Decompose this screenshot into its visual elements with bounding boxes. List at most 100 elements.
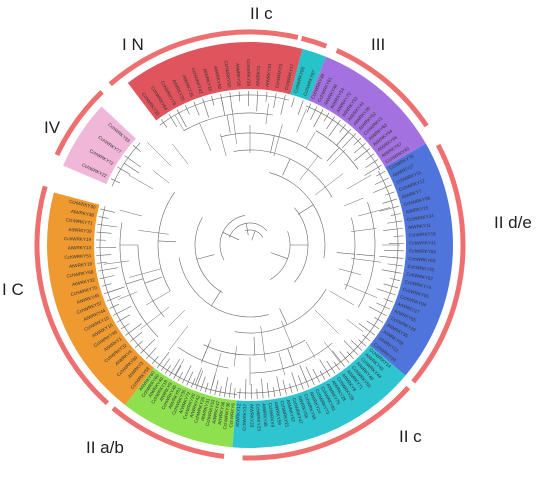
leaf-label: CchWRKY71 [65, 217, 93, 226]
outer-ring-arcs [34, 29, 466, 461]
tip-branch [297, 375, 304, 390]
leaf-label: CchWRKY16 [409, 231, 437, 238]
branch-spoke [282, 158, 291, 176]
leaf-label: CchWRKY69 [408, 256, 436, 263]
leaf-label: CchWRKY68 [66, 269, 94, 279]
group-label-IIc: II c [399, 427, 422, 446]
tip-branch [239, 388, 241, 399]
tip-branch [362, 334, 371, 342]
tip-branch [98, 216, 109, 219]
branch-spoke [305, 132, 316, 149]
tip-branch [169, 358, 181, 377]
branch-spoke [200, 339, 212, 363]
branch-spoke [326, 147, 340, 162]
branch-spoke [211, 290, 222, 306]
branch-spoke [305, 341, 316, 358]
tip-branch [99, 275, 115, 280]
leaf-label: AtWRKY47 [211, 400, 221, 424]
branch-arc [269, 231, 291, 280]
leaf-label: AtWRKY20 [235, 63, 242, 87]
branch-arc [363, 170, 399, 341]
tip-branch [233, 388, 236, 399]
branch-spoke [172, 143, 189, 165]
branch-spoke [299, 155, 319, 181]
tip-branch [339, 124, 347, 133]
tip-branch [160, 358, 171, 371]
leaf-label: CchWRKY08 [403, 195, 431, 207]
sector-IC [46, 192, 154, 405]
tip-branch [339, 351, 350, 363]
tip-branch [145, 347, 157, 359]
leaf-label: AtWRKY58 [213, 66, 222, 90]
tip-branch [186, 371, 194, 386]
branch-spoke [344, 283, 378, 298]
tip-branch [306, 103, 312, 113]
branch-spoke [124, 163, 140, 174]
sector-IIc_small [290, 48, 327, 101]
tip-branch [120, 323, 130, 330]
tip-branch [376, 302, 391, 310]
tip-branch [164, 365, 171, 374]
tip-branch [168, 113, 178, 128]
leaf-label: AtWRKY19 [69, 261, 93, 269]
tip-branch [333, 361, 341, 371]
leaf-label: CchWRKY34 [407, 213, 435, 222]
branch-spoke [260, 326, 266, 362]
tip-branch [228, 382, 232, 398]
tip-branch [140, 339, 155, 354]
tip-branch [342, 133, 357, 149]
branch-spoke [194, 367, 202, 385]
branch-spoke [279, 308, 288, 325]
tip-branch [364, 164, 382, 176]
leaf-label: AtWRKY36 [217, 401, 226, 425]
branch-spoke [324, 341, 340, 363]
tip-branch [368, 306, 387, 317]
tip-branch [358, 339, 367, 347]
branch-arc [306, 105, 381, 171]
branch-spoke [346, 174, 372, 190]
branch-spoke [253, 336, 256, 355]
branch-spoke [379, 256, 398, 259]
tip-branch [272, 387, 276, 398]
tip-branch [256, 91, 259, 112]
tip-branch [390, 213, 401, 216]
branch-spoke [119, 209, 142, 217]
tip-branch [176, 109, 187, 128]
branch-spoke [107, 286, 125, 293]
tip-branch [383, 249, 404, 252]
branch-spoke [278, 353, 286, 376]
leaf-label: CchWRKY19 [64, 236, 92, 242]
tip-branch [343, 340, 359, 356]
branch-spoke [270, 252, 288, 259]
tip-branch [177, 372, 183, 382]
tip-branch [173, 365, 182, 379]
sector-III [308, 56, 426, 167]
branch-spoke [270, 135, 275, 154]
branch-spoke [329, 149, 346, 166]
tip-branch [291, 97, 295, 108]
tip-branch [98, 267, 118, 272]
tip-branch [353, 137, 362, 146]
leaf-label: CchWRKY85 [409, 248, 437, 254]
leaf-label: CchWRKY3 [274, 63, 283, 88]
tip-branch [332, 350, 345, 367]
tip-branch [375, 177, 389, 185]
tip-branch [266, 382, 270, 398]
leaf-label: AtWRKY38 [70, 209, 94, 218]
group-label-IV: IV [44, 118, 61, 137]
leaf-label: AtWRKY23 [249, 404, 254, 428]
branch-spoke [152, 170, 170, 184]
tip-branch [245, 378, 247, 399]
tip-branch [381, 269, 402, 274]
tip-branch [125, 323, 142, 336]
branch-spoke [287, 348, 295, 366]
branch-spoke [358, 207, 391, 217]
tip-branch [132, 144, 141, 152]
ring-arc-7 [34, 185, 110, 406]
leaf-label: AtWRKY33 [202, 68, 213, 92]
tip-branch [365, 153, 375, 160]
group-label-IIc-small: II c [250, 4, 273, 23]
tip-branch [211, 95, 215, 106]
leaf-label: CchWRKY82 [223, 60, 232, 88]
